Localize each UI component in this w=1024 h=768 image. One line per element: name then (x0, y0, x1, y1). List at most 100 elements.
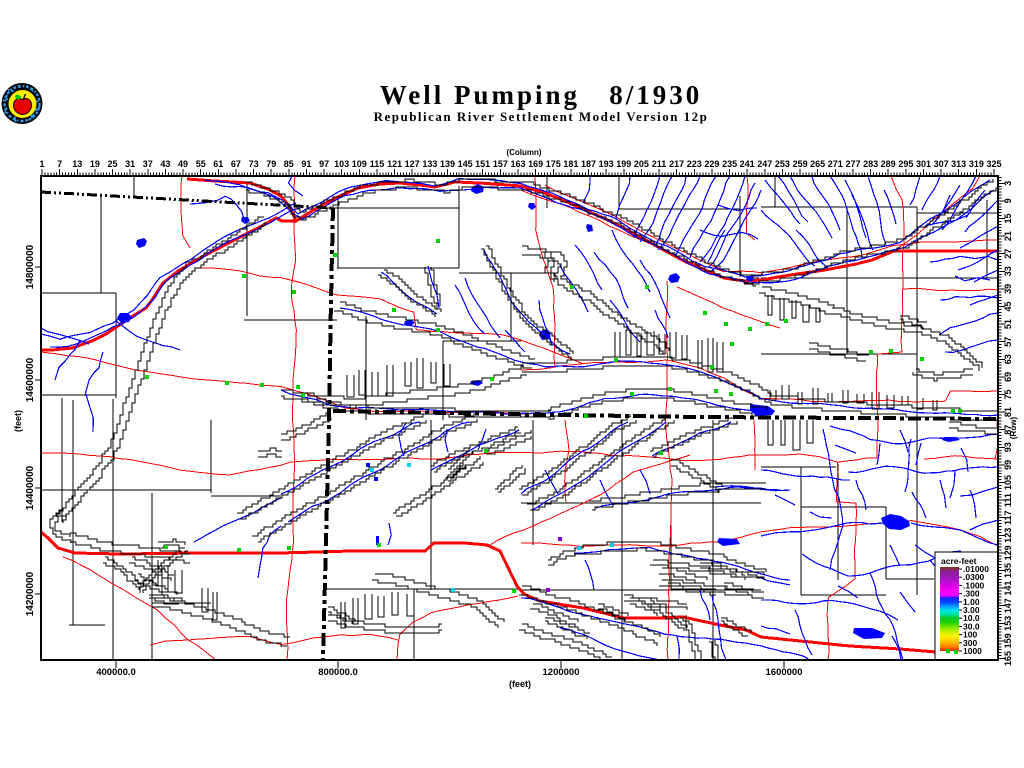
svg-text:49: 49 (178, 159, 188, 169)
svg-text:123: 123 (1003, 528, 1013, 543)
svg-text:31: 31 (125, 159, 135, 169)
svg-text:(feet): (feet) (509, 679, 531, 689)
svg-text:14400000: 14400000 (25, 465, 36, 510)
svg-text:(Column): (Column) (506, 148, 541, 157)
svg-text:400000.0: 400000.0 (96, 667, 136, 678)
svg-text:253: 253 (775, 159, 790, 169)
svg-text:193: 193 (599, 159, 614, 169)
svg-text:181: 181 (563, 159, 578, 169)
svg-text:.300: .300 (963, 589, 980, 599)
svg-text:97: 97 (319, 159, 329, 169)
svg-text:211: 211 (652, 159, 667, 169)
svg-text:159: 159 (1003, 633, 1013, 648)
svg-text:127: 127 (405, 159, 420, 169)
svg-text:1000: 1000 (963, 646, 982, 656)
svg-text:27: 27 (1003, 249, 1013, 259)
svg-text:175: 175 (546, 159, 561, 169)
svg-text:300: 300 (963, 638, 977, 648)
svg-text:.1000: .1000 (963, 580, 985, 590)
svg-text:3.00: 3.00 (963, 605, 980, 615)
svg-text:199: 199 (616, 159, 631, 169)
svg-text:109: 109 (352, 159, 367, 169)
svg-text:57: 57 (1003, 337, 1013, 347)
svg-text:99: 99 (1003, 460, 1013, 470)
svg-text:13: 13 (72, 159, 82, 169)
svg-text:73: 73 (249, 159, 259, 169)
svg-text:100: 100 (963, 630, 977, 640)
svg-text:241: 241 (740, 159, 755, 169)
svg-text:129: 129 (1003, 545, 1013, 560)
svg-text:139: 139 (440, 159, 455, 169)
svg-text:115: 115 (370, 159, 385, 169)
svg-text:163: 163 (510, 159, 525, 169)
svg-text:205: 205 (634, 159, 649, 169)
svg-text:217: 217 (669, 159, 684, 169)
svg-text:79: 79 (266, 159, 276, 169)
svg-text:15: 15 (1003, 213, 1013, 223)
svg-text:151: 151 (475, 159, 490, 169)
svg-text:283: 283 (863, 159, 878, 169)
svg-text:265: 265 (810, 159, 825, 169)
svg-text:(feet): (feet) (13, 410, 23, 432)
svg-text:187: 187 (581, 159, 596, 169)
svg-text:325: 325 (986, 159, 1001, 169)
svg-text:223: 223 (687, 159, 702, 169)
svg-text:9: 9 (1003, 198, 1013, 203)
svg-text:259: 259 (793, 159, 808, 169)
svg-text:105: 105 (1003, 475, 1013, 490)
svg-text:19: 19 (90, 159, 100, 169)
svg-text:313: 313 (951, 159, 966, 169)
svg-text:(Row): (Row) (1009, 417, 1018, 440)
svg-text:121: 121 (387, 159, 402, 169)
svg-text:61: 61 (213, 159, 223, 169)
svg-text:39: 39 (1003, 284, 1013, 294)
svg-text:145: 145 (458, 159, 473, 169)
svg-text:91: 91 (301, 159, 311, 169)
svg-text:43: 43 (160, 159, 170, 169)
svg-text:87: 87 (1003, 425, 1013, 435)
svg-text:acre-feet: acre-feet (941, 556, 977, 566)
svg-text:800000.0: 800000.0 (318, 667, 358, 678)
svg-text:67: 67 (231, 159, 241, 169)
svg-text:55: 55 (196, 159, 206, 169)
svg-text:7: 7 (57, 159, 62, 169)
svg-text:135: 135 (1003, 563, 1013, 578)
svg-text:147: 147 (1003, 598, 1013, 613)
svg-text:307: 307 (934, 159, 949, 169)
svg-text:165: 165 (1003, 651, 1013, 666)
svg-text:1: 1 (39, 159, 44, 169)
svg-text:271: 271 (828, 159, 843, 169)
svg-text:277: 277 (845, 159, 860, 169)
svg-text:1.00: 1.00 (963, 597, 980, 607)
svg-text:319: 319 (969, 159, 984, 169)
svg-text:141: 141 (1003, 581, 1013, 596)
svg-text:111: 111 (1003, 493, 1013, 507)
svg-text:Republican River Settlement Mo: Republican River Settlement Model Versio… (374, 109, 709, 124)
svg-text:63: 63 (1003, 354, 1013, 364)
svg-text:1600000: 1600000 (766, 667, 803, 678)
svg-text:75: 75 (1003, 389, 1013, 399)
svg-text:81: 81 (1003, 407, 1013, 417)
svg-text:295: 295 (898, 159, 913, 169)
svg-text:289: 289 (881, 159, 896, 169)
svg-text:1200000: 1200000 (543, 667, 580, 678)
svg-text:14800000: 14800000 (25, 244, 36, 289)
svg-text:93: 93 (1003, 442, 1013, 452)
svg-text:117: 117 (1003, 510, 1013, 525)
svg-text:3: 3 (1003, 181, 1013, 186)
svg-text:157: 157 (493, 159, 508, 169)
svg-text:Well Pumping 8/1930: Well Pumping 8/1930 (380, 80, 703, 110)
svg-text:301: 301 (916, 159, 931, 169)
svg-text:45: 45 (1003, 301, 1013, 311)
svg-text:51: 51 (1003, 319, 1013, 329)
svg-text:30.0: 30.0 (963, 621, 980, 631)
svg-text:103: 103 (334, 159, 349, 169)
svg-text:10.0: 10.0 (963, 613, 980, 623)
svg-text:153: 153 (1003, 616, 1013, 631)
svg-text:.0300: .0300 (963, 572, 985, 582)
svg-text:169: 169 (528, 159, 543, 169)
svg-text:25: 25 (107, 159, 117, 169)
svg-text:21: 21 (1003, 231, 1013, 241)
svg-text:14200000: 14200000 (25, 571, 36, 616)
svg-text:33: 33 (1003, 266, 1013, 276)
